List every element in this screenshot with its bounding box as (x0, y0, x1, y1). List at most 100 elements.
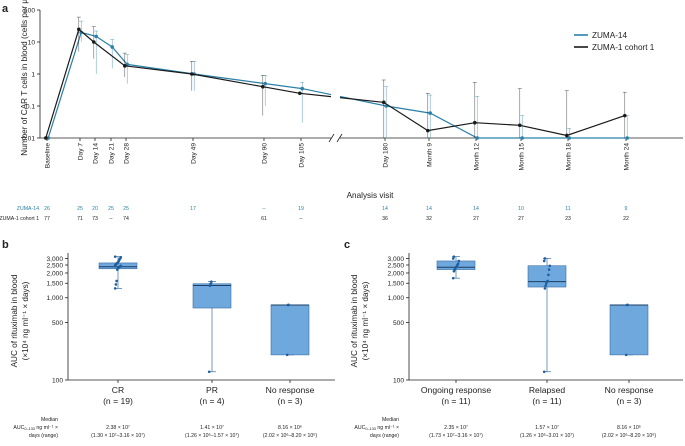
median-days-label: days (range) (29, 433, 58, 439)
zuma1-point (77, 27, 81, 32)
group-n: (n = 11) (441, 396, 470, 406)
group-n: (n = 3) (616, 396, 641, 406)
data-point (119, 256, 123, 259)
panel-a-xtick-label: Day 14 (92, 143, 99, 164)
group-label: Relapsed (529, 385, 566, 395)
at-risk-count: 71 (77, 216, 83, 222)
group-label: No response (266, 385, 315, 395)
panel-a-xtick-label: Month 15 (518, 143, 525, 171)
data-point (452, 255, 456, 258)
at-risk-count: 27 (518, 216, 524, 222)
at-risk-count: 11 (565, 206, 570, 212)
zuma1-point (382, 100, 386, 105)
data-point (546, 279, 549, 283)
panel-a-ylabel: Number of CAR T cells in blood (cells pe… (20, 0, 29, 156)
median-header: Median (41, 417, 58, 423)
ytick-label: 1,000 (387, 295, 404, 302)
group-label: PR (206, 385, 218, 395)
data-point (287, 303, 290, 307)
group-n: (n = 19) (103, 396, 133, 406)
ytick-label: 100 (52, 377, 63, 384)
ytick-label: 1,500 (387, 281, 404, 288)
at-risk-count: 27 (473, 216, 479, 222)
at-risk-count: 36 (382, 216, 388, 222)
legend-label: ZUMA-14 (592, 31, 627, 40)
data-point (451, 276, 455, 280)
median-auc-label: AUC0–133 ng ml⁻¹ × (13, 425, 58, 431)
panel-a-xtick-label: Day 90 (261, 143, 268, 164)
data-point (547, 273, 550, 277)
at-risk-count: 9 (625, 206, 628, 212)
panel-a-xtick-label: Baseline (44, 143, 51, 169)
zuma14-point (300, 86, 305, 91)
data-point (119, 264, 123, 268)
median-range: (1.30 × 10⁷–3.16 × 10⁷) (91, 433, 145, 439)
ytick-label: 3,000 (387, 256, 404, 263)
data-point (457, 259, 461, 263)
ytick-label: 2,500 (46, 262, 63, 269)
zuma14-point (94, 34, 98, 39)
box (270, 304, 310, 356)
group-n: (n = 3) (277, 396, 302, 406)
panel-c-box-chart: AUC of rituximab in blood (×10⁴ ng ml⁻¹ … (350, 253, 683, 439)
at-risk-count: 23 (565, 216, 571, 222)
panel-a-axis-break-mark (328, 133, 335, 143)
data-point (624, 353, 628, 357)
panel-b-box-chart: AUC of rituximab in blood (×10⁴ ng ml⁻¹ … (10, 253, 335, 439)
panel-a-series (44, 16, 630, 140)
zuma14-point (625, 136, 629, 140)
group-n: (n = 4) (199, 396, 224, 406)
ytick-label: 2,000 (387, 270, 404, 277)
zuma1-point (473, 120, 477, 125)
median-range: (1.73 × 10⁷–3.16 × 10⁷) (429, 433, 483, 439)
data-point (113, 287, 117, 290)
zuma14-line (47, 31, 332, 139)
median-value: 8.16 × 10⁶ (278, 425, 302, 431)
at-risk-count: 17 (190, 206, 196, 212)
median-value: 8.16 × 10⁶ (617, 425, 641, 431)
ytick-label: 2,500 (387, 262, 404, 269)
data-point (544, 284, 547, 288)
data-point (543, 257, 547, 260)
panel-a-xtick-label: Month 12 (473, 143, 480, 171)
at-risk-count: 77 (44, 216, 50, 222)
data-point (626, 303, 629, 307)
panel-a-xtick-label: Month 24 (623, 143, 630, 171)
ytick-label: 1,500 (46, 281, 63, 288)
median-range: (2.02 × 10⁶–8.20 × 10⁶) (263, 433, 317, 439)
ytick-label: 3,000 (46, 256, 63, 263)
data-point (210, 280, 213, 283)
at-risk-count: 19 (298, 206, 304, 212)
at-risk-count: 25 (77, 206, 83, 212)
data-point (542, 370, 546, 374)
panel-a-xtick-label: Day 49 (190, 143, 197, 164)
box (436, 260, 476, 270)
box (609, 304, 649, 356)
median-range: (2.02 × 10⁶–8.20 × 10⁶) (602, 433, 656, 439)
at-risk-count: 73 (92, 216, 98, 222)
panel-letter-a: a (2, 3, 9, 15)
panel-a-legend: ZUMA-14 ZUMA-1 cohort 1 (574, 31, 655, 52)
median-value: 2.35 × 10⁷ (444, 425, 468, 431)
panel-a-ytick-label: 0.1 (26, 103, 35, 110)
ytick-label: 2,000 (46, 270, 63, 277)
zuma1-point (261, 84, 265, 89)
at-risk-count: 32 (426, 216, 432, 222)
data-point (547, 268, 551, 271)
data-point (209, 282, 212, 286)
box (192, 283, 232, 309)
at-risk-count: 14 (382, 206, 388, 212)
data-point (456, 262, 460, 265)
median-days-label: days (range) (370, 433, 399, 439)
panel-a-xtick-label: Day 21 (108, 143, 115, 164)
panel-a-xtick-label: Day 180 (382, 143, 389, 168)
median-range: (1.26 × 10⁶–3.01 × 10⁷) (520, 433, 574, 439)
at-risk-count: 20 (92, 206, 98, 212)
at-risk-count: – (263, 206, 266, 212)
panel-a-xtick-label: Day 7 (77, 143, 84, 161)
panel-c-ylabel-line2: (×10⁴ ng ml⁻¹ × days) (361, 281, 370, 360)
panel-c-ylabel-line1: AUC of rituximab in blood (350, 274, 359, 367)
at-risk-row-label: ZUMA-1 cohort 1 (0, 216, 39, 222)
